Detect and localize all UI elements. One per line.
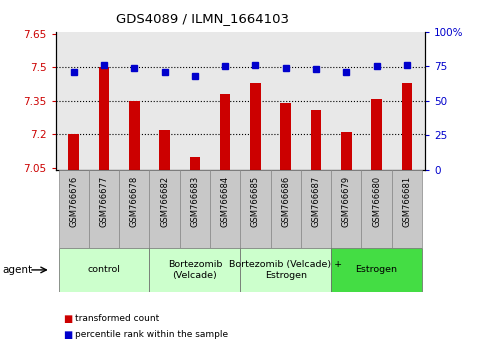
Text: Bortezomib
(Velcade): Bortezomib (Velcade) (168, 260, 222, 280)
Bar (58, 248, 149, 292)
Text: GSM766684: GSM766684 (221, 176, 229, 227)
Text: GSM766687: GSM766687 (312, 176, 321, 227)
Bar (361, 170, 392, 248)
Bar (341, 132, 352, 170)
Bar (89, 170, 119, 248)
Bar (241, 248, 331, 292)
Bar (331, 248, 422, 292)
Text: transformed count: transformed count (75, 314, 159, 323)
Bar (331, 170, 361, 248)
Text: GDS4089 / ILMN_1664103: GDS4089 / ILMN_1664103 (116, 12, 289, 25)
Text: agent: agent (2, 265, 32, 275)
Text: ■: ■ (63, 330, 72, 339)
Bar (301, 170, 331, 248)
Bar (149, 170, 180, 248)
Bar (220, 94, 230, 170)
Bar (392, 170, 422, 248)
Bar (119, 170, 149, 248)
Text: GSM766682: GSM766682 (160, 176, 169, 227)
Bar (281, 103, 291, 170)
Bar (99, 68, 109, 170)
Text: GSM766678: GSM766678 (130, 176, 139, 227)
Text: GSM766676: GSM766676 (69, 176, 78, 227)
Text: GSM766680: GSM766680 (372, 176, 381, 227)
Bar (241, 170, 270, 248)
Bar (159, 130, 170, 170)
Bar (149, 248, 241, 292)
Text: GSM766685: GSM766685 (251, 176, 260, 227)
Bar (311, 110, 321, 170)
Text: GSM766681: GSM766681 (402, 176, 412, 227)
Bar (129, 101, 140, 170)
Bar (180, 170, 210, 248)
Bar (210, 170, 241, 248)
Bar (250, 83, 261, 170)
Text: percentile rank within the sample: percentile rank within the sample (75, 330, 228, 339)
Text: GSM766683: GSM766683 (190, 176, 199, 227)
Text: Bortezomib (Velcade) +
Estrogen: Bortezomib (Velcade) + Estrogen (229, 260, 342, 280)
Text: GSM766686: GSM766686 (281, 176, 290, 227)
Bar (401, 83, 412, 170)
Text: ■: ■ (63, 314, 72, 324)
Bar (58, 170, 89, 248)
Bar (189, 156, 200, 170)
Text: GSM766677: GSM766677 (99, 176, 109, 227)
Bar (270, 170, 301, 248)
Text: Estrogen: Estrogen (355, 266, 398, 274)
Bar (69, 134, 79, 170)
Text: GSM766679: GSM766679 (342, 176, 351, 227)
Bar (371, 99, 382, 170)
Text: control: control (87, 266, 120, 274)
